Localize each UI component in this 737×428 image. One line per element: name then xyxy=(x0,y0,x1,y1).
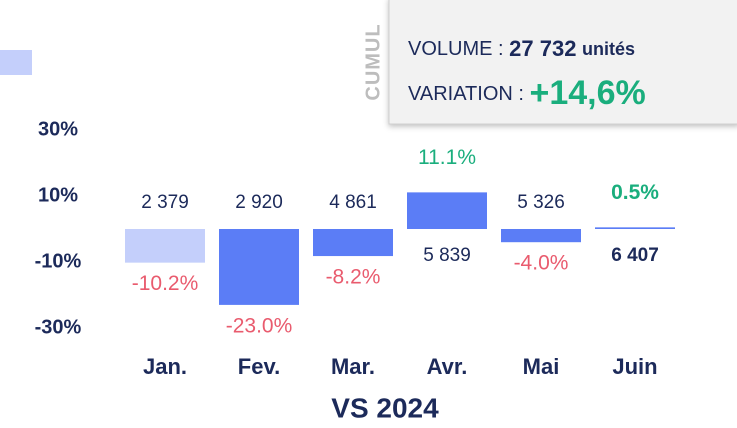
volume-label: 5 839 xyxy=(423,245,471,266)
volume-label: 6 407 xyxy=(611,245,659,266)
y-tick-label: 10% xyxy=(38,184,78,206)
x-tick-label: Mai xyxy=(523,354,560,379)
variation-value: +14,6% xyxy=(530,74,646,112)
volume-label: 5 326 xyxy=(517,192,565,213)
y-tick-label: -30% xyxy=(35,316,82,338)
chart-title: VS 2024 xyxy=(331,392,439,423)
legend-swatch xyxy=(0,50,32,75)
variation-label: -10.2% xyxy=(132,272,199,295)
variation-label: -23.0% xyxy=(226,314,293,337)
x-tick-label: Avr. xyxy=(427,354,468,379)
x-tick-label: Mar. xyxy=(331,354,375,379)
variation-label: -4.0% xyxy=(514,252,569,275)
variation-label: VARIATION : xyxy=(408,83,524,105)
volume-label: 4 861 xyxy=(329,192,377,213)
bar xyxy=(219,229,299,305)
y-tick-label: 30% xyxy=(38,118,78,140)
cumul-box xyxy=(388,0,737,125)
bar xyxy=(125,229,205,263)
cumul-label: CUMUL xyxy=(362,23,384,100)
bar xyxy=(407,192,487,229)
volume-value: 27 732 xyxy=(509,36,576,61)
y-tick-label: -10% xyxy=(35,250,82,272)
cumul-volume: VOLUME : 27 732 unités xyxy=(408,36,635,61)
cumul-variation: VARIATION : +14,6% xyxy=(408,74,646,112)
x-tick-label: Juin xyxy=(612,354,657,379)
variation-label: -8.2% xyxy=(326,266,381,289)
x-tick-label: Jan. xyxy=(143,354,187,379)
bar xyxy=(313,229,393,257)
volume-label: 2 379 xyxy=(141,192,189,213)
x-tick-label: Fev. xyxy=(238,354,280,379)
variation-label: 0.5% xyxy=(611,181,659,204)
bar xyxy=(595,227,675,229)
bar xyxy=(501,229,581,243)
volume-label: 2 920 xyxy=(235,192,283,213)
volume-label: VOLUME : xyxy=(408,38,504,60)
variation-label: 11.1% xyxy=(418,146,476,169)
volume-unit: unités xyxy=(582,39,635,59)
